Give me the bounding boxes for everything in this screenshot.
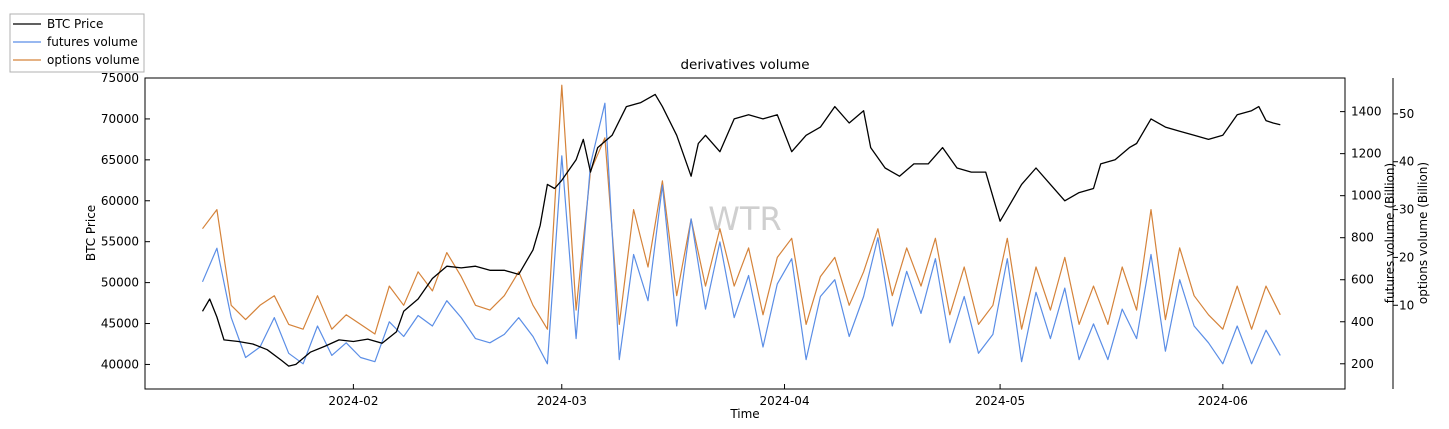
y-tick-label: 70000 [101, 112, 139, 126]
y-tick-label: 65000 [101, 153, 139, 167]
legend: BTC Price futures volume options volume [9, 13, 145, 73]
series-line-futures-volume [201, 102, 1281, 365]
legend-label-futures-volume: futures volume [47, 35, 138, 49]
y-tick-label: 45000 [101, 317, 139, 331]
y2-axis-title: futures volume (Billion) [1383, 163, 1397, 303]
y2-tick-label: 200 [1351, 357, 1374, 371]
plot-frame [144, 77, 1346, 390]
y-tick-label: 75000 [101, 71, 139, 85]
x-axis-title: Time [729, 407, 759, 421]
x-tick-label: 2024-06 [1198, 394, 1248, 408]
series-line-btc-price [201, 93, 1281, 367]
x-tick-label: 2024-05 [975, 394, 1025, 408]
y-tick-label: 60000 [101, 194, 139, 208]
y-tick-label: 40000 [101, 357, 139, 371]
legend-label-options-volume: options volume [47, 53, 139, 67]
y-tick-label: 50000 [101, 276, 139, 290]
y-tick-label: 55000 [101, 235, 139, 249]
right-axis-options: 10 20 30 40 50 [1392, 78, 1414, 389]
y3-tick-label: 50 [1399, 107, 1414, 121]
chart-title: derivatives volume [680, 57, 809, 73]
bottom-axis: 2024-02 2024-03 2024-04 2024-05 2024-06 [328, 384, 1248, 408]
y3-tick-label: 10 [1399, 298, 1414, 312]
y3-axis-title: options volume (Billion) [1416, 162, 1430, 304]
y2-tick-label: 600 [1351, 273, 1374, 287]
y3-tick-label: 40 [1399, 155, 1414, 169]
x-tick-label: 2024-03 [537, 394, 587, 408]
y2-tick-label: 1200 [1351, 147, 1382, 161]
series-line-options-volume [202, 84, 1281, 335]
left-axis: 40000 45000 50000 55000 60000 65000 70000 75000 [101, 71, 150, 371]
y3-tick-label: 30 [1399, 203, 1414, 217]
x-tick-label: 2024-02 [328, 394, 378, 408]
y2-tick-label: 1000 [1351, 189, 1382, 203]
y2-tick-label: 800 [1351, 231, 1374, 245]
y2-tick-label: 400 [1351, 315, 1374, 329]
series-layer [201, 84, 1281, 367]
y3-tick-label: 20 [1399, 250, 1414, 264]
x-tick-label: 2024-04 [759, 394, 809, 408]
y2-tick-label: 1400 [1351, 105, 1382, 119]
y-axis-title: BTC Price [84, 205, 98, 261]
right-axis-futures: 200 400 600 800 1000 1200 1400 [1340, 105, 1382, 371]
legend-label-btc-price: BTC Price [47, 17, 103, 31]
